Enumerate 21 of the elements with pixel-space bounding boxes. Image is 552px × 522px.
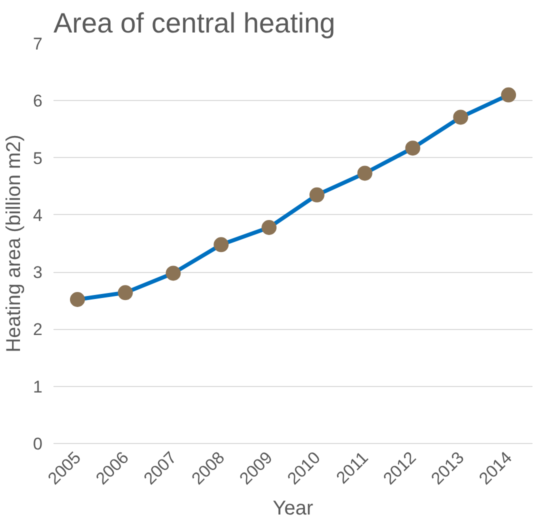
point bbox=[262, 220, 277, 235]
y-tick-label: 1 bbox=[33, 377, 43, 396]
y-tick-label: 7 bbox=[33, 34, 43, 54]
point bbox=[453, 110, 468, 125]
x-axis-title: Year bbox=[272, 498, 314, 520]
y-tick-label: 3 bbox=[33, 263, 43, 282]
point bbox=[214, 237, 229, 252]
y-tick-label: 2 bbox=[33, 320, 43, 340]
point bbox=[309, 187, 324, 202]
y-tick-label: 4 bbox=[33, 206, 43, 225]
y-tick-label: 6 bbox=[33, 92, 43, 111]
chart-title: Area of central heating bbox=[54, 8, 336, 38]
point bbox=[70, 292, 85, 307]
y-tick-label: 0 bbox=[33, 434, 43, 454]
point bbox=[405, 140, 420, 156]
point bbox=[166, 266, 181, 281]
y-tick-label: 5 bbox=[33, 148, 43, 168]
point bbox=[501, 87, 516, 102]
point bbox=[118, 285, 133, 300]
point bbox=[357, 166, 372, 181]
y-axis-title: Heating area (billion m2) bbox=[3, 134, 26, 352]
